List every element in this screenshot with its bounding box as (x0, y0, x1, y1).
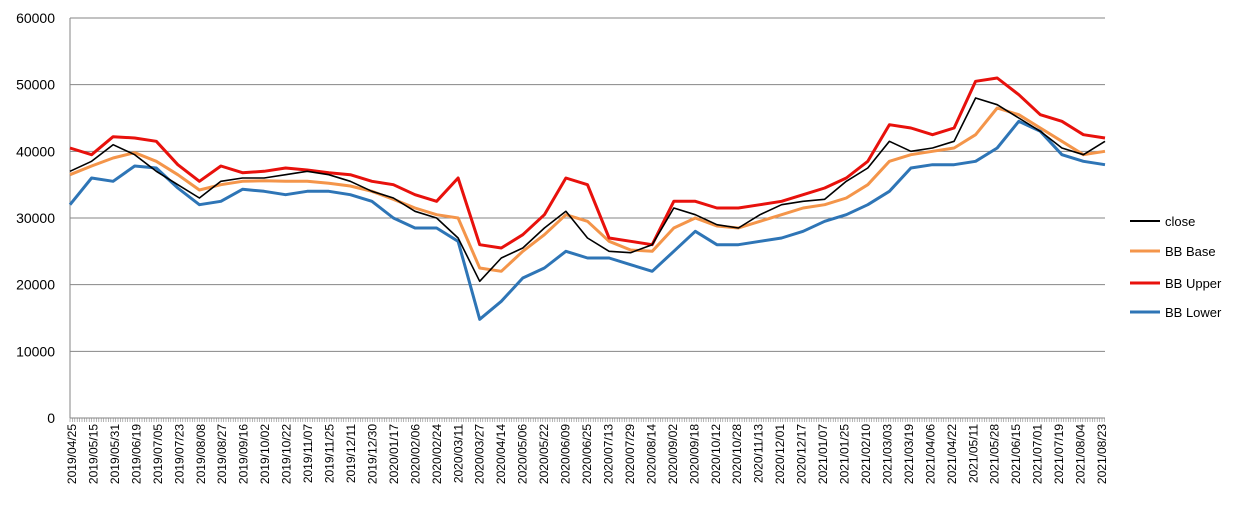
x-tick-label: 2021/03/19 (902, 424, 916, 484)
legend-label-bb-upper: BB Upper (1165, 276, 1222, 291)
x-tick-label: 2019/11/25 (323, 424, 337, 483)
y-tick-label: 60000 (16, 10, 55, 26)
x-tick-label: 2019/05/31 (108, 424, 122, 484)
x-tick-label: 2020/09/02 (666, 424, 680, 484)
x-tick-label: 2020/01/17 (387, 424, 401, 484)
x-tick-label: 2019/08/08 (194, 424, 208, 484)
x-tick-label: 2020/06/25 (580, 424, 594, 484)
x-tick-label: 2021/05/11 (966, 424, 980, 483)
legend-label-bb-lower: BB Lower (1165, 305, 1222, 320)
x-tick-label: 2021/07/19 (1052, 424, 1066, 484)
x-tick-label: 2020/02/06 (408, 424, 422, 484)
x-tick-label: 2020/11/13 (752, 424, 766, 483)
x-tick-label: 2021/01/25 (838, 424, 852, 484)
x-tick-label: 2020/08/14 (644, 424, 658, 484)
x-tick-label: 2019/07/05 (151, 424, 165, 484)
x-tick-label: 2020/12/17 (795, 424, 809, 484)
series-line-bb-base (69, 106, 1106, 273)
y-tick-label: 0 (47, 410, 55, 426)
x-tick-label: 2020/05/06 (516, 424, 530, 484)
x-tick-label: 2020/05/22 (537, 424, 551, 484)
x-tick-label: 2019/06/19 (129, 424, 143, 484)
series-line-bb-lower (68, 119, 1106, 321)
x-tick-label: 2019/05/15 (87, 424, 101, 484)
x-tick-label: 2019/12/30 (365, 424, 379, 484)
x-tick-label: 2020/02/24 (430, 424, 444, 484)
x-tick-label: 2019/09/16 (237, 424, 251, 484)
y-tick-label: 40000 (16, 143, 55, 159)
x-tick-label: 2020/03/11 (451, 424, 465, 483)
x-tick-label: 2021/05/28 (988, 424, 1002, 484)
x-tick-label: 2021/02/10 (859, 424, 873, 484)
y-tick-label: 20000 (16, 277, 55, 293)
legend: close BB Base BB Upper BB Lower (1130, 214, 1222, 320)
x-tick-label: 2020/03/27 (473, 424, 487, 484)
y-tick-label: 50000 (16, 77, 55, 93)
x-tick-label: 2020/07/29 (623, 424, 637, 484)
series-lines (68, 76, 1106, 321)
y-tick-label: 10000 (16, 343, 55, 359)
legend-label-close: close (1165, 214, 1195, 229)
y-axis: 0 10000 20000 30000 40000 50000 60000 (16, 10, 71, 426)
x-tick-label: 2019/08/27 (215, 424, 229, 484)
x-tick-label: 2021/04/22 (945, 424, 959, 484)
legend-label-bb-base: BB Base (1165, 244, 1216, 259)
x-tick-label: 2020/04/14 (494, 424, 508, 484)
x-tick-label: 2020/07/13 (602, 424, 616, 484)
x-tick-label: 2019/04/25 (65, 424, 79, 484)
series-line-bb-upper (69, 76, 1106, 250)
x-tick-label: 2021/01/07 (816, 424, 830, 484)
x-tick-label: 2020/12/01 (773, 424, 787, 484)
x-tick-label: 2020/10/28 (730, 424, 744, 484)
x-axis: 2019/04/25 2019/05/15 2019/05/31 2019/06/19… (65, 417, 1109, 484)
x-tick-label: 2019/07/23 (172, 424, 186, 484)
x-tick-label: 2021/06/15 (1009, 424, 1023, 484)
x-tick-label: 2021/07/01 (1031, 424, 1045, 484)
x-tick-label: 2019/10/02 (258, 424, 272, 484)
x-tick-label: 2019/10/22 (280, 424, 294, 484)
x-tick-label: 2019/11/07 (301, 424, 315, 483)
x-tick-label: 2021/04/06 (923, 424, 937, 484)
x-tick-label: 2021/08/04 (1074, 424, 1088, 484)
x-tick-label: 2020/09/18 (687, 424, 701, 484)
x-tick-label: 2021/03/03 (880, 424, 894, 484)
series-line-close (69, 97, 1106, 283)
x-tick-label: 2020/10/12 (709, 424, 723, 484)
x-axis-minor-ticks (69, 418, 1105, 422)
x-tick-label: 2020/06/09 (559, 424, 573, 484)
x-tick-label: 2021/08/23 (1095, 424, 1109, 484)
x-tick-label: 2019/12/11 (344, 424, 358, 483)
y-tick-label: 30000 (16, 210, 55, 226)
